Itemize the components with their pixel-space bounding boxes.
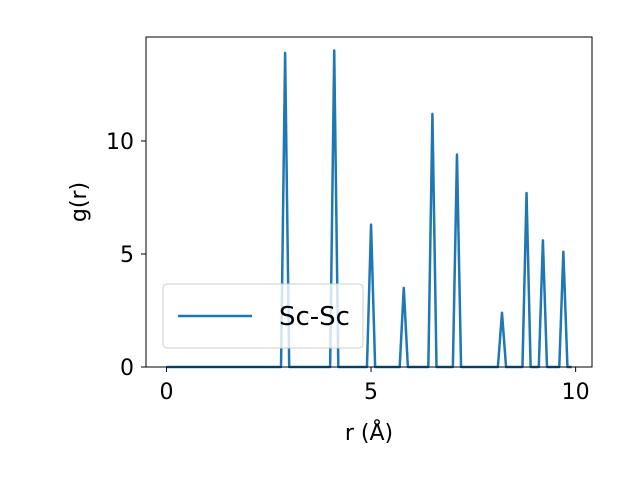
x-tick-label: 10 [562, 380, 590, 405]
x-tick-label: 5 [364, 380, 378, 405]
legend-label: Sc-Sc [279, 302, 350, 332]
y-tick-label: 5 [120, 243, 134, 268]
y-tick-label: 10 [106, 130, 134, 155]
legend-box [162, 283, 364, 349]
y-tick-label: 0 [120, 356, 134, 381]
legend: Sc-Sc [162, 283, 364, 349]
plot-frame [145, 36, 593, 368]
y-axis-title: g(r) [67, 182, 92, 222]
x-axis-title: r (Å) [345, 419, 393, 446]
x-tick-label: 0 [159, 380, 173, 405]
